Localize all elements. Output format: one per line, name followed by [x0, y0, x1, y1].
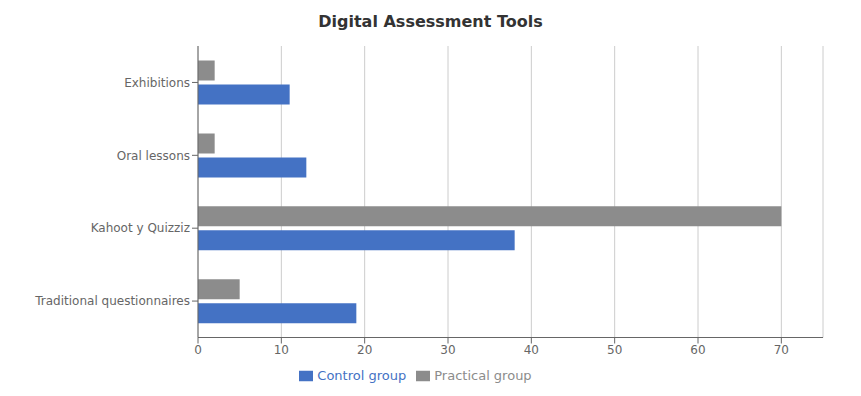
- svg-text:10: 10: [274, 343, 289, 357]
- svg-text:Traditional questionnaires: Traditional questionnaires: [34, 294, 190, 308]
- html-text:Control group: Control group: [317, 367, 407, 383]
- svg-text:30: 30: [440, 343, 455, 357]
- svg-text:Exhibitions: Exhibitions: [124, 76, 190, 90]
- svg-text:60: 60: [690, 343, 705, 357]
- svg-text:Oral lessons: Oral lessons: [117, 149, 190, 163]
- svg-text:40: 40: [524, 343, 539, 357]
- svg-text:20: 20: [357, 343, 372, 357]
- svg-text:70: 70: [774, 343, 789, 357]
- svg-text:Kahoot y Quizziz: Kahoot y Quizziz: [91, 221, 190, 235]
- svg-text:50: 50: [607, 343, 622, 357]
- svg-text:0: 0: [194, 343, 202, 357]
- html-text:Digital Assessment Tools: Digital Assessment Tools: [318, 12, 543, 31]
- html-text:Practical group: Practical group: [434, 367, 532, 383]
